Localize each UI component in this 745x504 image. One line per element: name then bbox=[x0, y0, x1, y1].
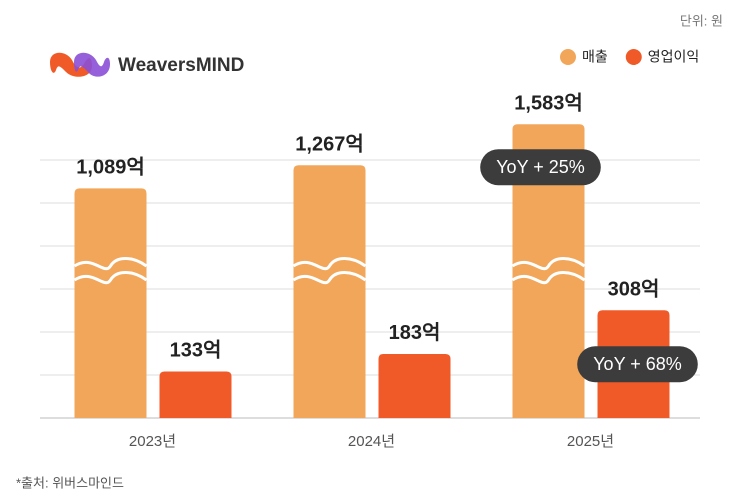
break-mark bbox=[511, 257, 586, 271]
annotation-pill bbox=[577, 346, 698, 383]
value-label: 1,267억 bbox=[295, 133, 363, 156]
value-label: 133억 bbox=[170, 339, 222, 362]
brand: WeaversMIND bbox=[118, 55, 244, 76]
source: *출처: 위버스마인드 bbox=[16, 475, 124, 490]
logo-shape bbox=[50, 52, 92, 77]
bar bbox=[159, 371, 232, 418]
legend-label: 매출 bbox=[582, 49, 608, 65]
bar bbox=[378, 353, 451, 418]
break-mark bbox=[73, 271, 148, 285]
bar bbox=[293, 165, 366, 418]
grid bbox=[40, 159, 700, 376]
annotation-text: YoY + 68% bbox=[593, 354, 682, 374]
x-tick-label: 2025년 bbox=[567, 433, 614, 450]
value-label: 308억 bbox=[608, 277, 660, 300]
bar bbox=[74, 188, 147, 418]
value-label: 1,089억 bbox=[76, 156, 144, 179]
value-label: 1,583억 bbox=[514, 91, 582, 114]
x-tick-label: 2024년 bbox=[348, 433, 395, 450]
legend-swatch bbox=[560, 49, 576, 65]
annotation: YoY + 68% bbox=[577, 346, 698, 383]
logo-shape bbox=[74, 52, 110, 77]
annotation: YoY + 25% bbox=[480, 149, 601, 186]
break-mark bbox=[292, 257, 367, 271]
legend-label: 영업이익 bbox=[648, 49, 700, 65]
unit-note: 단위: 원 bbox=[680, 13, 723, 28]
break-mark bbox=[511, 271, 586, 285]
logo bbox=[50, 52, 110, 77]
annotation-pill bbox=[480, 149, 601, 186]
x-tick-label: 2023년 bbox=[129, 433, 176, 450]
value-label: 183억 bbox=[389, 321, 441, 344]
bar bbox=[512, 124, 585, 419]
annotation-text: YoY + 25% bbox=[496, 157, 585, 177]
break-mark bbox=[73, 257, 148, 271]
break-mark bbox=[292, 271, 367, 285]
legend-swatch bbox=[625, 49, 642, 65]
